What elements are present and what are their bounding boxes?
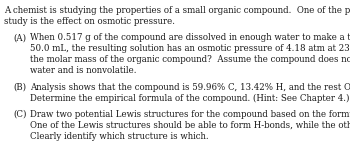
Text: (C): (C) [13, 110, 27, 119]
Text: Draw two potential Lewis structures for the compound based on the formula from (: Draw two potential Lewis structures for … [30, 110, 350, 119]
Text: Clearly identify which structure is which.: Clearly identify which structure is whic… [30, 132, 208, 141]
Text: (A): (A) [13, 33, 27, 42]
Text: 50.0 mL, the resulting solution has an osmotic pressure of 4.18 atm at 23.0°C.  : 50.0 mL, the resulting solution has an o… [30, 44, 350, 53]
Text: One of the Lewis structures should be able to form H-bonds, while the other shou: One of the Lewis structures should be ab… [30, 121, 350, 130]
Text: When 0.517 g of the compound are dissolved in enough water to make a total volum: When 0.517 g of the compound are dissolv… [30, 33, 350, 42]
Text: A chemist is studying the properties of a small organic compound.  One of the pr: A chemist is studying the properties of … [4, 6, 350, 15]
Text: study is the effect on osmotic pressure.: study is the effect on osmotic pressure. [4, 17, 175, 26]
Text: Analysis shows that the compound is 59.96% C, 13.42% H, and the rest O by mass.: Analysis shows that the compound is 59.9… [30, 83, 350, 92]
Text: (B): (B) [13, 83, 27, 92]
Text: Determine the empirical formula of the compound. (Hint: See Chapter 4.): Determine the empirical formula of the c… [30, 94, 349, 103]
Text: water and is nonvolatile.: water and is nonvolatile. [30, 66, 136, 75]
Text: the molar mass of the organic compound?  Assume the compound does not dissociate: the molar mass of the organic compound? … [30, 55, 350, 64]
